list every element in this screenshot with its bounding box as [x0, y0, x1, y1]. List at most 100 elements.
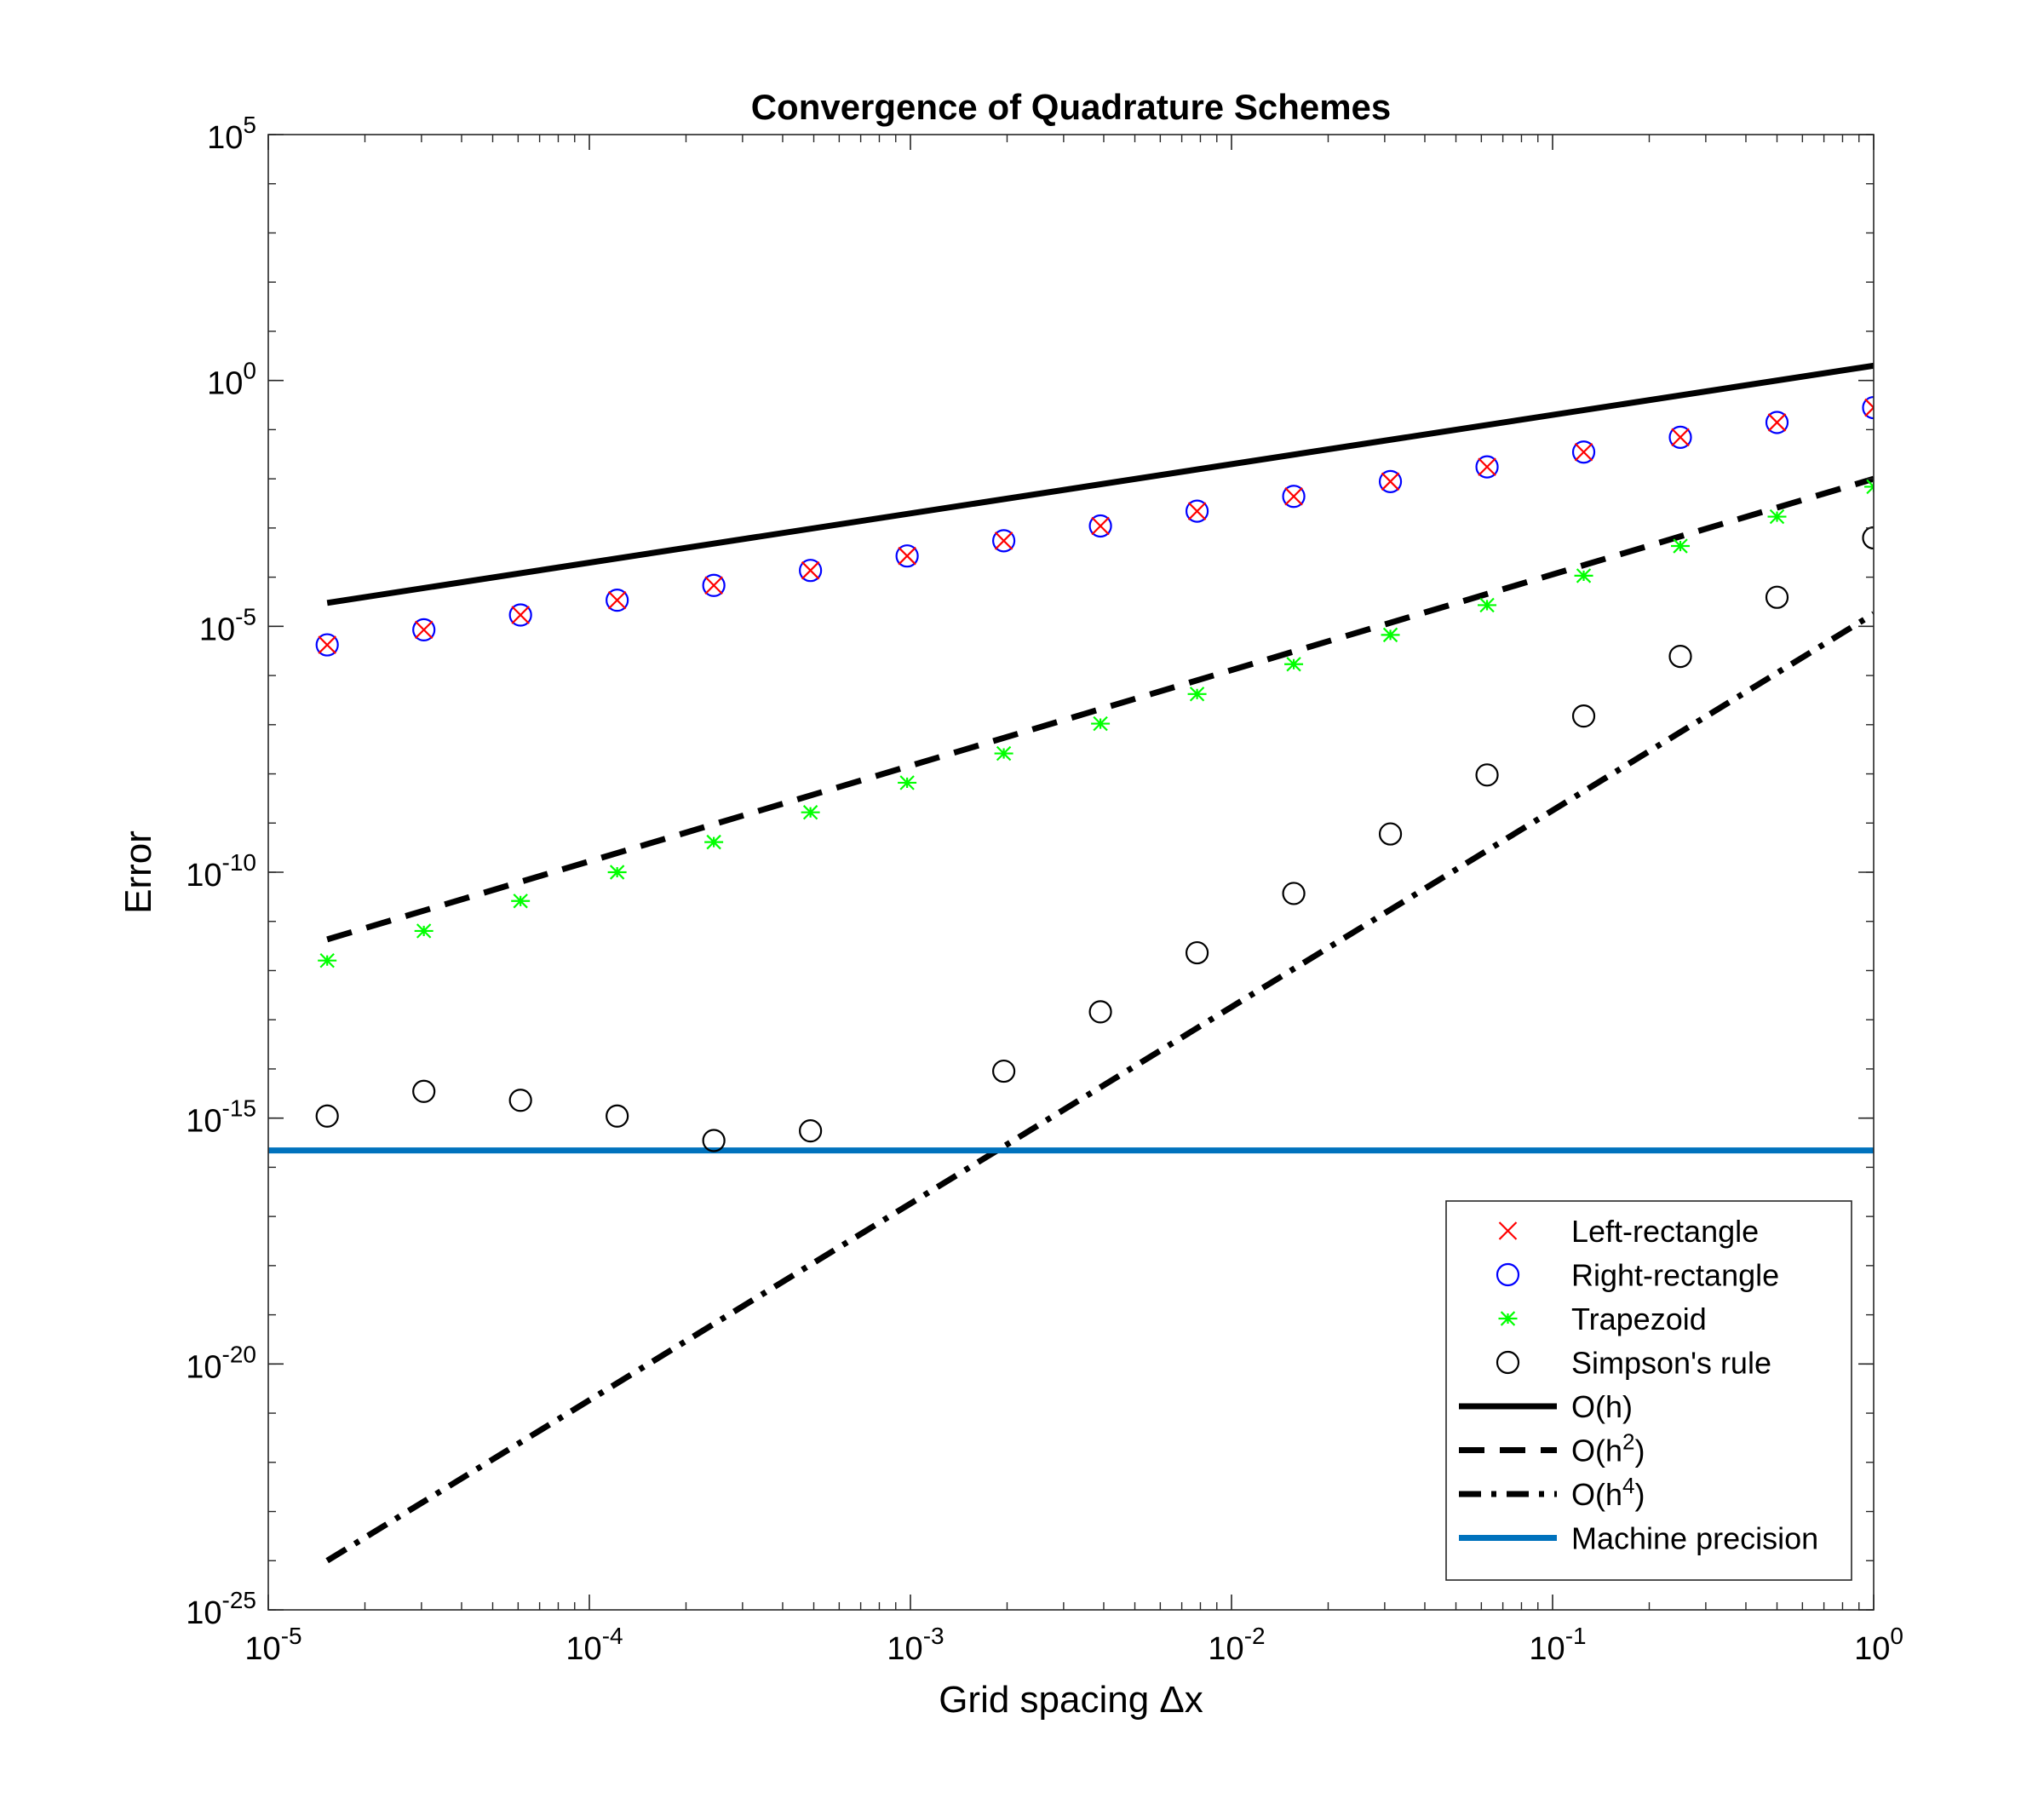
legend-marker-left-rectangle [1498, 1221, 1518, 1240]
x-tick-label: 10-4 [566, 1623, 623, 1667]
data-point-left-rectangle [1381, 472, 1400, 491]
legend-marker-right-rectangle [1496, 1262, 1520, 1287]
data-point-left-rectangle [414, 620, 433, 640]
y-tick-label: 10-15 [186, 1095, 256, 1140]
axes-layer: 10-5 10-4 10-3 10-2 10-1 100 10-25 10-20 10-15 10… [186, 112, 1903, 1667]
y-tick-label: 10-25 [186, 1587, 256, 1631]
data-point-right-rectangle [895, 544, 919, 568]
legend-marker-trapezoid [1498, 1311, 1518, 1326]
data-point-trapezoid [607, 865, 627, 880]
data-point-left-rectangle [1187, 502, 1207, 520]
data-point-right-rectangle [1571, 440, 1596, 464]
series-line-o-h4 [325, 611, 1874, 1564]
data-point-right-rectangle [1668, 425, 1692, 449]
x-tick-label: 10-1 [1529, 1623, 1586, 1667]
data-point-left-rectangle [1767, 413, 1787, 432]
data-point-simpson-s-rule [992, 1059, 1016, 1083]
data-point-simpson-s-rule [799, 1119, 823, 1143]
legend-marker-simpson-s-rule [1496, 1350, 1520, 1375]
x-axis-label: Grid spacing Δx [939, 1679, 1203, 1721]
series-line-o-h2 [326, 475, 1874, 943]
data-point-left-rectangle [1478, 457, 1496, 476]
x-tick-label: 10-3 [887, 1623, 944, 1667]
data-point-right-rectangle [508, 603, 532, 627]
data-point-simpson-s-rule [702, 1129, 726, 1152]
data-point-trapezoid [1187, 687, 1207, 702]
data-point-left-rectangle [318, 635, 336, 654]
data-point-simpson-s-rule [1475, 763, 1499, 787]
data-point-simpson-s-rule [1765, 585, 1789, 609]
y-tick-label: 105 [207, 112, 256, 156]
legend-label-machine-precision: Machine precision [1571, 1521, 1818, 1556]
legend-label-o-h2: O(h2) [1571, 1429, 1645, 1468]
legend-label-o-h4: O(h4) [1571, 1473, 1645, 1512]
data-point-left-rectangle [1671, 428, 1690, 447]
legend-label-right-rectangle: Right-rectangle [1571, 1258, 1779, 1293]
data-point-simpson-s-rule [412, 1079, 436, 1103]
data-point-trapezoid [1381, 627, 1400, 643]
data-point-simpson-s-rule [1282, 882, 1306, 905]
x-tick-label: 10-2 [1208, 1623, 1265, 1667]
y-axis-label: Error [118, 830, 159, 914]
y-tick-label: 10-10 [186, 849, 256, 894]
data-point-trapezoid [898, 775, 917, 790]
data-point-right-rectangle [1475, 455, 1499, 479]
y-tick-label: 100 [207, 358, 256, 402]
data-point-left-rectangle [607, 590, 627, 610]
data-point-right-rectangle [1088, 514, 1112, 538]
data-point-trapezoid [801, 805, 820, 820]
y-tick-label: 10-5 [199, 603, 256, 647]
data-point-simpson-s-rule [1088, 1000, 1112, 1024]
data-point-right-rectangle [992, 529, 1016, 553]
data-point-simpson-s-rule [1862, 526, 1874, 550]
data-point-simpson-s-rule [508, 1089, 532, 1112]
legend-label-trapezoid: Trapezoid [1571, 1302, 1707, 1336]
plot-layer [268, 362, 1874, 1564]
data-point-trapezoid [1671, 538, 1691, 554]
data-point-left-rectangle [994, 532, 1013, 550]
data-point-trapezoid [1478, 597, 1497, 613]
legend-box [1445, 1200, 1852, 1581]
data-point-simpson-s-rule [1668, 644, 1692, 669]
data-point-trapezoid [1574, 568, 1593, 583]
data-point-simpson-s-rule [1571, 704, 1596, 728]
chart-title: Convergence of Quadrature Schemes [751, 87, 1392, 127]
x-tick-label: 100 [1854, 1623, 1903, 1667]
x-tick-label: 10-5 [244, 1623, 301, 1667]
data-point-right-rectangle [1765, 411, 1789, 434]
data-point-trapezoid [414, 923, 433, 939]
y-tick-label: 10-20 [186, 1341, 256, 1385]
data-point-left-rectangle [898, 546, 916, 566]
legend: Left-rectangle Right-rectangle Trapezoid Si… [1445, 1200, 1852, 1581]
data-point-right-rectangle [1185, 499, 1209, 523]
data-point-trapezoid [994, 745, 1013, 761]
data-point-right-rectangle [412, 618, 436, 642]
data-point-right-rectangle [1862, 395, 1874, 420]
data-point-left-rectangle [801, 560, 820, 580]
data-point-right-rectangle [606, 589, 629, 612]
data-point-simpson-s-rule [1185, 940, 1209, 965]
data-point-right-rectangle [1282, 485, 1306, 509]
data-point-left-rectangle [704, 576, 723, 595]
data-point-trapezoid [1091, 715, 1111, 732]
data-point-trapezoid [1767, 509, 1787, 525]
data-point-simpson-s-rule [315, 1104, 339, 1128]
legend-label-left-rectangle: Left-rectangle [1571, 1214, 1759, 1249]
data-point-left-rectangle [1284, 486, 1303, 506]
data-point-right-rectangle [702, 573, 726, 597]
data-point-trapezoid [318, 952, 337, 968]
data-point-left-rectangle [511, 606, 530, 624]
data-point-trapezoid [511, 894, 531, 909]
data-point-simpson-s-rule [1378, 822, 1403, 846]
data-point-left-rectangle [1091, 516, 1110, 536]
data-point-right-rectangle [799, 559, 823, 583]
data-point-simpson-s-rule [606, 1104, 629, 1128]
data-point-right-rectangle [315, 633, 339, 657]
data-point-left-rectangle [1574, 442, 1593, 462]
data-point-right-rectangle [1378, 469, 1403, 493]
legend-label-o-h: O(h) [1571, 1389, 1633, 1424]
data-point-trapezoid [704, 834, 724, 850]
legend-label-simpson-s-rule: Simpson's rule [1571, 1346, 1771, 1381]
